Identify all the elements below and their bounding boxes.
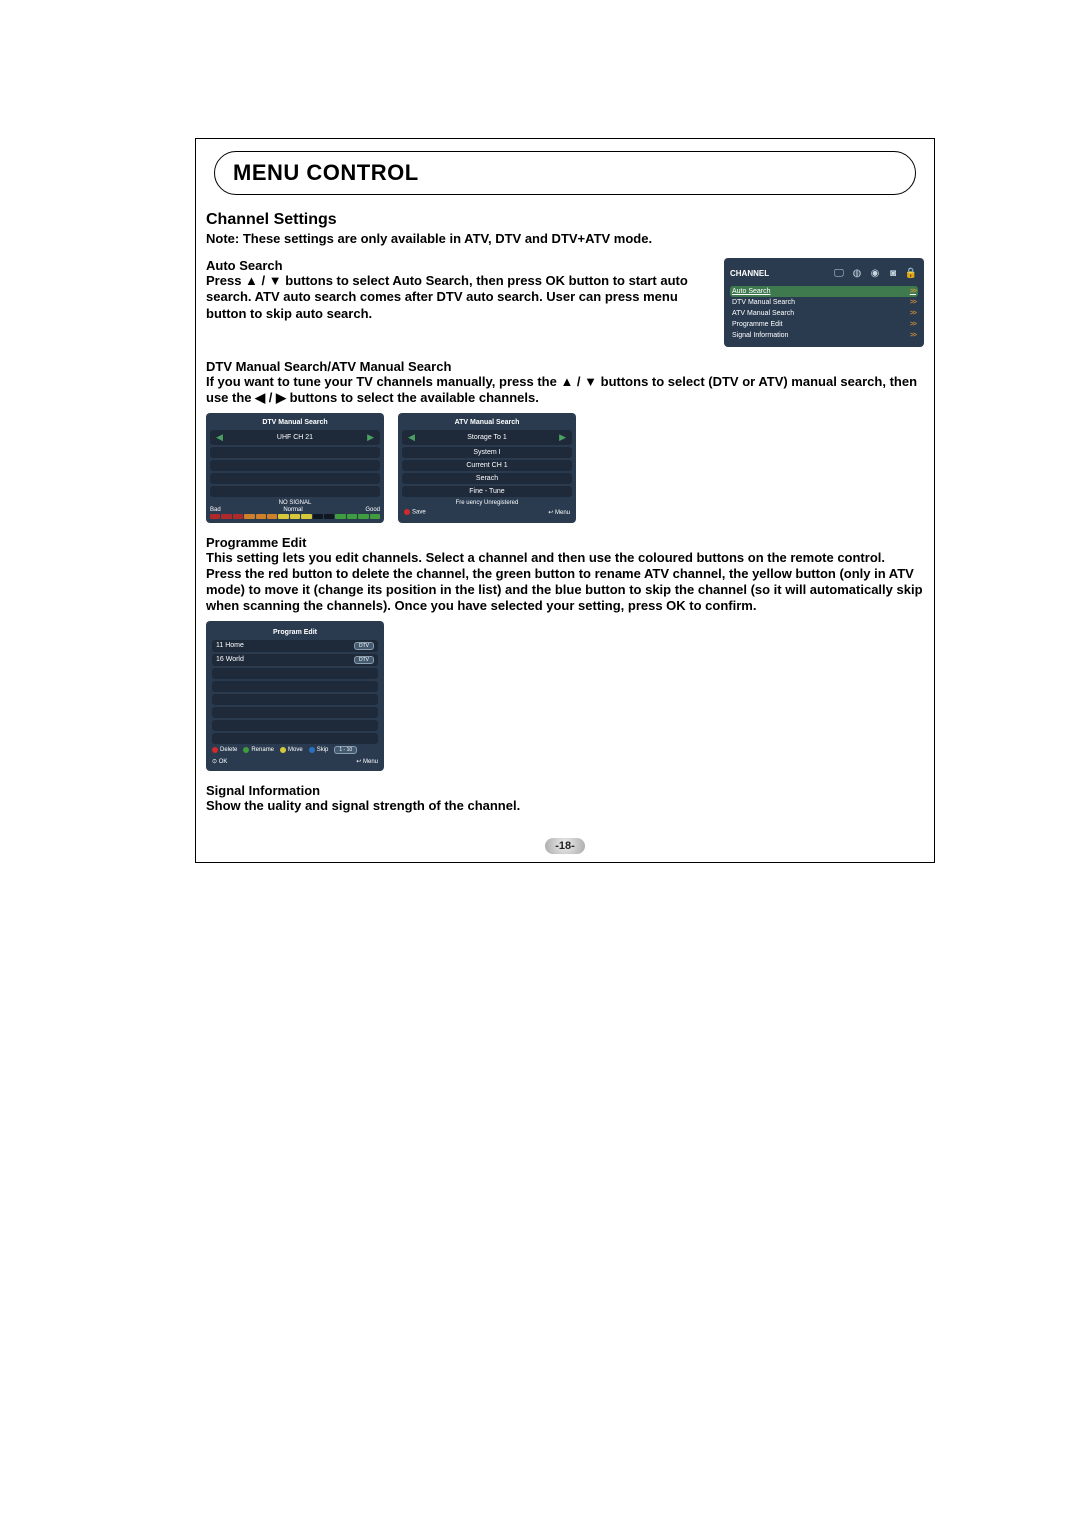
right-triangle-icon: [276, 390, 286, 405]
menu-hint: ↩ Menu: [356, 758, 378, 765]
menu-item-label: Signal Information: [732, 332, 788, 339]
empty-row: [212, 733, 378, 744]
atv-fine-tune-row[interactable]: Fine - Tune: [402, 486, 572, 497]
dtv-panel-title: DTV Manual Search: [210, 417, 380, 430]
down-triangle-icon: [269, 273, 282, 288]
menu-item-programme-edit[interactable]: Programme Edit >>: [730, 319, 918, 330]
atv-panel-title: ATV Manual Search: [402, 417, 572, 430]
manual-search-body: If you want to tune your TV channels man…: [206, 374, 924, 407]
right-triangle-icon[interactable]: [367, 432, 374, 443]
program-row-label: 11 Home: [216, 642, 244, 649]
right-triangle-icon[interactable]: [559, 432, 566, 443]
dtv-signal-status: NO SIGNAL: [210, 500, 380, 506]
dtv-channel-row[interactable]: UHF CH 21: [210, 430, 380, 445]
monitor-icon: 🖵: [832, 266, 846, 280]
atv-current-ch-row[interactable]: Current CH 1: [402, 460, 572, 471]
menu-item-label: DTV Manual Search: [732, 299, 795, 306]
menu-item-signal-info[interactable]: Signal Information >>: [730, 330, 918, 341]
atv-search-row[interactable]: Serach: [402, 473, 572, 484]
empty-row: [210, 473, 380, 484]
menu-item-dtv-manual[interactable]: DTV Manual Search >>: [730, 297, 918, 308]
signal-information-body: Show the uality and signal strength of t…: [206, 798, 924, 814]
atv-row-label: Storage To 1: [415, 434, 559, 441]
action-delete: Delete: [212, 747, 237, 753]
globe-icon: ◉: [868, 266, 882, 280]
up-triangle-icon: [245, 273, 258, 288]
ok-hint: ⊙ OK: [212, 758, 227, 765]
atv-manual-search-panel: ATV Manual Search Storage To 1 System I …: [398, 413, 576, 523]
empty-row: [212, 681, 378, 692]
page-title: MENU CONTROL: [214, 151, 916, 195]
chevron-right-icon: >>: [910, 321, 916, 328]
page-frame: MENU CONTROL Channel Settings Note: Thes…: [195, 138, 935, 863]
empty-row: [212, 694, 378, 705]
manual-search-text-c: buttons to select the available channels…: [286, 390, 539, 405]
program-row[interactable]: 16 World DTV: [212, 654, 378, 666]
manual-search-text-a: If you want to tune your TV channels man…: [206, 374, 560, 389]
auto-search-text-pre: Press: [206, 273, 245, 288]
atv-frequency-status: Fre uency Unregistered: [402, 500, 572, 506]
chevron-right-icon: >>: [910, 299, 916, 306]
signal-strength-bar: [210, 514, 380, 519]
dtv-scale-normal: Normal: [283, 507, 302, 513]
action-move: Move: [280, 747, 303, 753]
menu-item-label: Auto Search: [732, 288, 771, 295]
menu-item-label: Programme Edit: [732, 321, 783, 328]
camera-icon: ◙: [886, 266, 900, 280]
num-range-badge: 1 - 10: [334, 746, 357, 754]
empty-row: [212, 707, 378, 718]
menu-item-auto-search[interactable]: Auto Search >>: [730, 286, 918, 297]
atv-save-hint: Save: [404, 509, 426, 516]
menu-item-label: ATV Manual Search: [732, 310, 794, 317]
empty-row: [210, 460, 380, 471]
down-triangle-icon: [584, 374, 597, 389]
channel-menu-panel: CHANNEL 🖵 ◍ ◉ ◙ 🔒 Auto Search >>: [724, 258, 924, 347]
dtv-badge: DTV: [354, 642, 374, 650]
section-heading-channel-settings: Channel Settings: [206, 211, 924, 229]
channel-settings-note: Note: These settings are only available …: [206, 231, 924, 246]
left-triangle-icon: [255, 390, 265, 405]
dtv-manual-search-panel: DTV Manual Search UHF CH 21 NO SIGNAL Ba…: [206, 413, 384, 523]
chevron-right-icon: >>: [910, 310, 916, 317]
heading-signal-information: Signal Information: [206, 783, 924, 798]
lock-icon: 🔒: [904, 266, 918, 280]
action-skip: Skip: [309, 747, 329, 753]
programme-edit-body: This setting lets you edit channels. Sel…: [206, 550, 924, 615]
left-triangle-icon[interactable]: [216, 432, 223, 443]
program-edit-title: Program Edit: [212, 627, 378, 640]
empty-row: [210, 486, 380, 497]
channel-menu-title: CHANNEL: [730, 269, 769, 278]
dtv-scale-bad: Bad: [210, 507, 221, 513]
program-row[interactable]: 11 Home DTV: [212, 640, 378, 652]
empty-row: [212, 720, 378, 731]
chevron-right-icon: >>: [910, 288, 916, 295]
dtv-badge: DTV: [354, 656, 374, 664]
dtv-channel-label: UHF CH 21: [223, 434, 367, 441]
empty-row: [210, 447, 380, 458]
program-edit-panel: Program Edit 11 Home DTV 16 World DTV De…: [206, 621, 384, 771]
dtv-scale-good: Good: [365, 507, 380, 513]
chevron-right-icon: >>: [910, 332, 916, 339]
up-triangle-icon: [560, 374, 573, 389]
heading-manual-search: DTV Manual Search/ATV Manual Search: [206, 359, 924, 374]
program-row-label: 16 World: [216, 656, 244, 663]
menu-item-atv-manual[interactable]: ATV Manual Search >>: [730, 308, 918, 319]
atv-menu-hint: ↩ Menu: [548, 509, 570, 516]
left-triangle-icon[interactable]: [408, 432, 415, 443]
empty-row: [212, 668, 378, 679]
action-rename: Rename: [243, 747, 274, 753]
atv-system-row[interactable]: System I: [402, 447, 572, 458]
speaker-icon: ◍: [850, 266, 864, 280]
page-number: -18-: [206, 838, 924, 854]
auto-search-body: Press / buttons to select Auto Search, t…: [206, 273, 716, 322]
atv-storage-row[interactable]: Storage To 1: [402, 430, 572, 445]
heading-programme-edit: Programme Edit: [206, 535, 924, 550]
heading-auto-search: Auto Search: [206, 258, 716, 273]
